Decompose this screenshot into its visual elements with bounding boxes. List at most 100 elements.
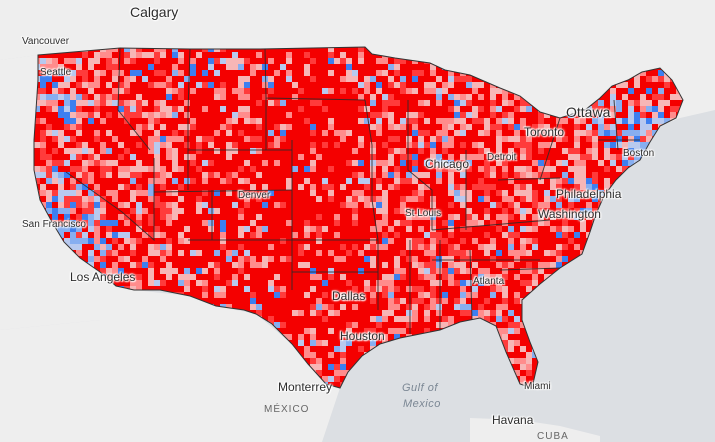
county-cell xyxy=(196,166,203,173)
county-cell xyxy=(130,136,137,143)
county-cell xyxy=(268,196,275,203)
county-cell xyxy=(604,106,611,113)
county-cell xyxy=(76,124,83,131)
county-cell xyxy=(466,190,473,197)
county-cell xyxy=(472,76,479,83)
county-cell xyxy=(532,238,539,245)
county-cell xyxy=(172,154,179,161)
county-cell xyxy=(592,178,599,185)
county-cell xyxy=(58,190,65,197)
county-cell xyxy=(454,208,461,215)
county-cell xyxy=(148,250,155,257)
county-cell xyxy=(658,286,665,293)
county-cell xyxy=(226,274,233,281)
county-cell xyxy=(184,64,191,71)
county-cell xyxy=(172,142,179,149)
county-cell xyxy=(484,202,491,209)
county-cell xyxy=(208,100,215,107)
county-cell xyxy=(70,160,77,167)
county-cell xyxy=(76,196,83,203)
county-cell xyxy=(688,256,694,262)
county-cell xyxy=(238,142,245,149)
county-cell xyxy=(430,220,437,227)
county-cell xyxy=(64,154,71,161)
county-cell xyxy=(670,232,677,239)
county-cell xyxy=(592,262,599,269)
county-cell xyxy=(604,178,611,185)
county-cell xyxy=(166,58,173,65)
county-cell xyxy=(226,160,233,167)
county-cell xyxy=(262,286,269,293)
county-cell xyxy=(298,172,305,179)
county-cell xyxy=(472,214,479,221)
county-cell xyxy=(106,166,113,173)
county-cell xyxy=(100,172,107,179)
county-cell xyxy=(562,148,569,155)
county-cell xyxy=(358,76,365,83)
county-cell xyxy=(124,148,131,155)
county-cell xyxy=(430,70,437,77)
county-cell xyxy=(376,262,383,269)
county-cell xyxy=(322,268,329,275)
county-cell xyxy=(586,298,593,305)
county-cell xyxy=(394,184,401,191)
county-cell xyxy=(178,118,185,125)
county-cell xyxy=(34,172,41,179)
county-cell xyxy=(190,208,197,215)
county-cell xyxy=(286,88,293,95)
county-cell xyxy=(520,232,527,239)
county-cell xyxy=(250,100,257,107)
county-cell xyxy=(196,196,203,203)
county-cell xyxy=(214,208,221,215)
county-cell xyxy=(478,148,485,155)
county-cell xyxy=(592,238,599,245)
county-cell xyxy=(118,112,125,119)
county-cell xyxy=(346,142,353,149)
county-cell xyxy=(244,208,251,215)
county-cell xyxy=(310,214,317,221)
county-cell xyxy=(520,136,527,143)
county-cell xyxy=(322,106,329,113)
county-cell xyxy=(238,47,245,53)
county-cell xyxy=(88,238,95,245)
county-cell xyxy=(676,250,683,257)
county-cell xyxy=(268,154,275,161)
county-cell xyxy=(520,154,527,161)
county-cell xyxy=(202,178,209,185)
county-cell xyxy=(148,88,155,95)
county-cell xyxy=(190,166,197,173)
county-cell xyxy=(136,70,143,77)
county-cell xyxy=(130,190,137,197)
county-cell xyxy=(376,94,383,101)
county-cell xyxy=(556,250,563,257)
county-cell xyxy=(256,232,263,239)
county-cell xyxy=(82,184,89,191)
county-cell xyxy=(568,250,575,257)
county-cell xyxy=(112,166,119,173)
county-cell xyxy=(496,286,503,293)
county-cell xyxy=(154,196,161,203)
county-cell xyxy=(106,202,113,209)
county-cell xyxy=(568,262,575,269)
county-cell xyxy=(646,226,653,233)
county-cell xyxy=(598,136,605,143)
county-cell xyxy=(484,160,491,167)
county-cell xyxy=(148,118,155,125)
county-cell xyxy=(304,208,311,215)
county-cell xyxy=(184,118,191,125)
county-cell xyxy=(484,88,491,95)
county-cell xyxy=(400,160,407,167)
county-cell xyxy=(592,166,599,173)
county-cell xyxy=(472,208,479,215)
county-cell xyxy=(262,112,269,119)
county-cell xyxy=(244,262,251,269)
county-cell xyxy=(70,118,77,125)
county-cell xyxy=(520,124,527,131)
county-cell xyxy=(316,196,323,203)
county-cell xyxy=(262,100,269,107)
county-cell xyxy=(646,184,653,191)
county-cell xyxy=(532,280,539,287)
county-cell xyxy=(202,112,209,119)
